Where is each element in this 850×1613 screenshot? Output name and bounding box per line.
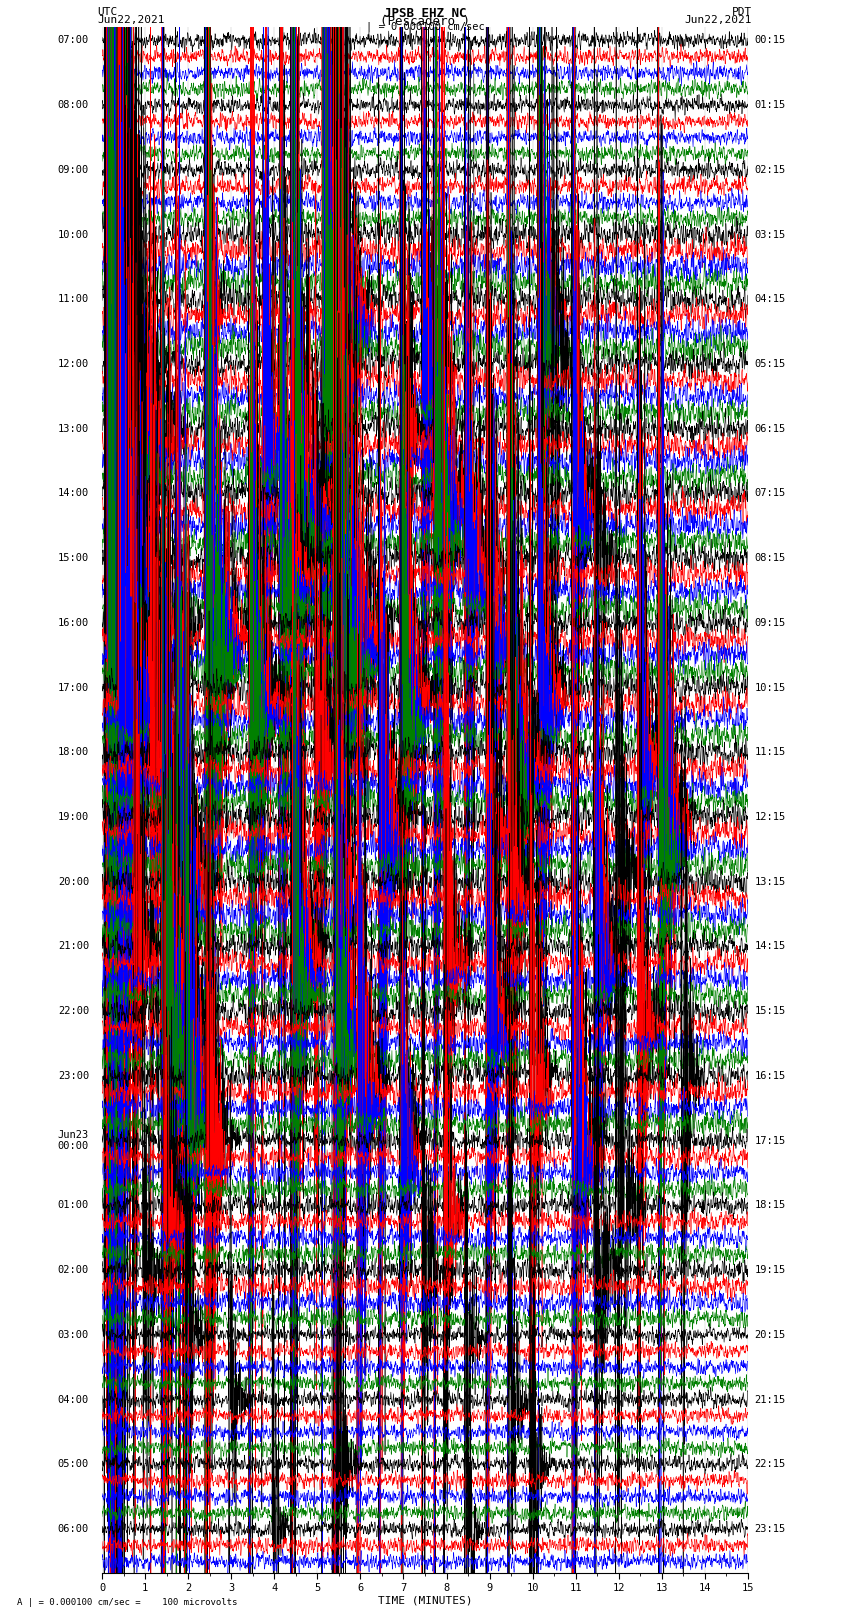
Text: 02:15: 02:15 <box>755 165 785 174</box>
Text: (Pescadero ): (Pescadero ) <box>380 15 470 27</box>
Text: 03:00: 03:00 <box>58 1329 89 1340</box>
Text: 16:00: 16:00 <box>58 618 89 627</box>
Text: 22:00: 22:00 <box>58 1007 89 1016</box>
Text: 21:15: 21:15 <box>755 1395 785 1405</box>
Text: 20:15: 20:15 <box>755 1329 785 1340</box>
Text: 14:15: 14:15 <box>755 942 785 952</box>
Text: 09:15: 09:15 <box>755 618 785 627</box>
X-axis label: TIME (MINUTES): TIME (MINUTES) <box>377 1595 473 1607</box>
Text: Jun23
00:00: Jun23 00:00 <box>58 1129 89 1152</box>
Text: 22:15: 22:15 <box>755 1460 785 1469</box>
Text: 00:15: 00:15 <box>755 35 785 45</box>
Text: 11:00: 11:00 <box>58 294 89 305</box>
Text: 08:15: 08:15 <box>755 553 785 563</box>
Text: 01:00: 01:00 <box>58 1200 89 1210</box>
Text: 23:15: 23:15 <box>755 1524 785 1534</box>
Text: 07:15: 07:15 <box>755 489 785 498</box>
Text: 12:00: 12:00 <box>58 360 89 369</box>
Text: 13:00: 13:00 <box>58 424 89 434</box>
Text: 11:15: 11:15 <box>755 747 785 758</box>
Text: Jun22,2021: Jun22,2021 <box>685 15 752 24</box>
Text: 04:15: 04:15 <box>755 294 785 305</box>
Text: 08:00: 08:00 <box>58 100 89 110</box>
Text: UTC: UTC <box>98 6 118 18</box>
Text: 17:00: 17:00 <box>58 682 89 692</box>
Text: A | = 0.000100 cm/sec =    100 microvolts: A | = 0.000100 cm/sec = 100 microvolts <box>17 1597 237 1607</box>
Text: 10:00: 10:00 <box>58 229 89 240</box>
Text: 13:15: 13:15 <box>755 877 785 887</box>
Text: 14:00: 14:00 <box>58 489 89 498</box>
Text: 03:15: 03:15 <box>755 229 785 240</box>
Text: 10:15: 10:15 <box>755 682 785 692</box>
Text: PDT: PDT <box>732 6 752 18</box>
Text: 15:15: 15:15 <box>755 1007 785 1016</box>
Text: 23:00: 23:00 <box>58 1071 89 1081</box>
Text: 18:00: 18:00 <box>58 747 89 758</box>
Text: JPSB EHZ NC: JPSB EHZ NC <box>383 6 467 21</box>
Text: 06:00: 06:00 <box>58 1524 89 1534</box>
Text: | = 0.000100 cm/sec: | = 0.000100 cm/sec <box>366 23 484 32</box>
Text: 02:00: 02:00 <box>58 1265 89 1276</box>
Text: 09:00: 09:00 <box>58 165 89 174</box>
Text: 19:15: 19:15 <box>755 1265 785 1276</box>
Text: 12:15: 12:15 <box>755 811 785 823</box>
Text: 18:15: 18:15 <box>755 1200 785 1210</box>
Text: 01:15: 01:15 <box>755 100 785 110</box>
Text: 05:15: 05:15 <box>755 360 785 369</box>
Text: 21:00: 21:00 <box>58 942 89 952</box>
Text: Jun22,2021: Jun22,2021 <box>98 15 165 24</box>
Text: 19:00: 19:00 <box>58 811 89 823</box>
Text: 05:00: 05:00 <box>58 1460 89 1469</box>
Text: 06:15: 06:15 <box>755 424 785 434</box>
Text: 07:00: 07:00 <box>58 35 89 45</box>
Text: 20:00: 20:00 <box>58 877 89 887</box>
Text: 04:00: 04:00 <box>58 1395 89 1405</box>
Text: 17:15: 17:15 <box>755 1136 785 1145</box>
Text: 15:00: 15:00 <box>58 553 89 563</box>
Text: 16:15: 16:15 <box>755 1071 785 1081</box>
